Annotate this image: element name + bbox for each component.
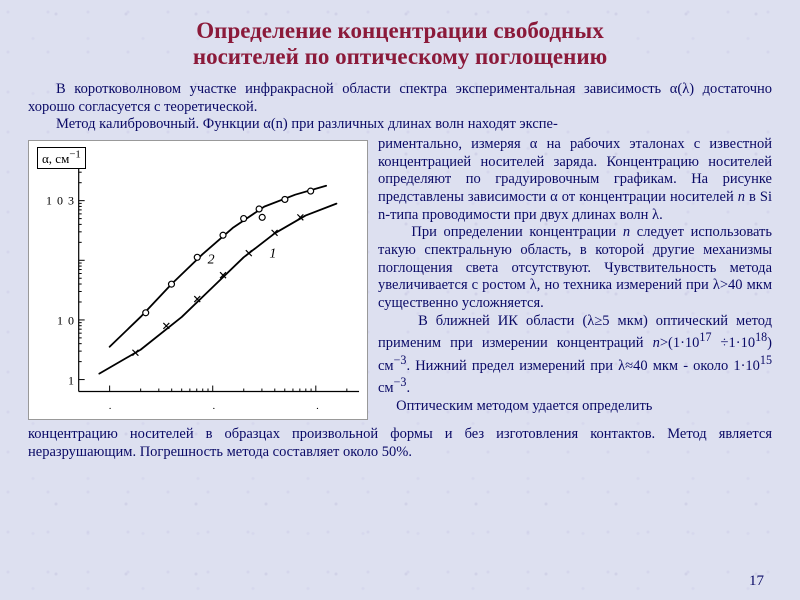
title-line-1: Определение концентрации свободных — [28, 18, 772, 44]
right-column-text: риментально, измеряя α на рабочих эталон… — [378, 136, 772, 416]
footer-paragraph: концентрацию носителей в образцах произв… — [28, 426, 772, 461]
svg-text:1: 1 — [269, 246, 276, 261]
svg-text:2: 2 — [208, 252, 215, 267]
method-line: Метод калибровочный. Функции α(n) при ра… — [28, 116, 772, 134]
intro-paragraph: В коротковолновом участке инфракрасной о… — [28, 81, 772, 116]
chart-xtick: · — [316, 403, 320, 415]
page-title: Определение концентрации свободных носит… — [28, 18, 772, 71]
chart-xtick: · — [212, 403, 216, 415]
chart-ytick: 1 — [68, 373, 75, 388]
page-number: 17 — [749, 573, 764, 590]
chart-ytick: 1 0 — [57, 313, 75, 328]
title-line-2: носителей по оптическому поглощению — [28, 44, 772, 70]
absorption-chart: α, см−1 12 1 0 31 01··· — [28, 140, 368, 420]
chart-xtick: · — [108, 403, 112, 415]
chart-ytick: 1 0 3 — [46, 193, 75, 208]
